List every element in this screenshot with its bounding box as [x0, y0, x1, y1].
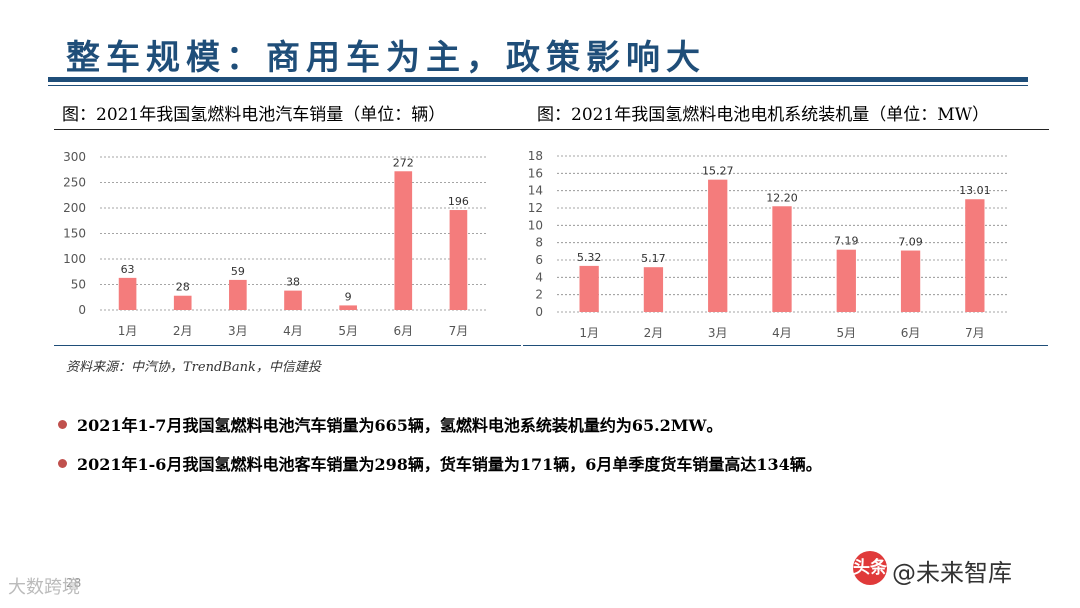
- title-rule: [48, 77, 1028, 82]
- bar: [173, 295, 192, 310]
- bar: [708, 179, 728, 312]
- x-tick-label: 4月: [283, 324, 303, 338]
- left-chart-caption: 图：2021年我国氢燃料电池汽车销量（单位：辆）: [62, 105, 446, 125]
- x-tick-label: 5月: [338, 324, 358, 338]
- source-note: 资料来源：中汽协，TrendBank，中信建投: [66, 360, 321, 375]
- y-tick-label: 14: [528, 184, 543, 198]
- y-tick-label: 100: [63, 252, 86, 266]
- bar: [643, 267, 664, 312]
- watermark-right: @未来智库: [892, 559, 1012, 587]
- right-chart-caption: 图：2021年我国氢燃料电池电机系统装机量（单位：MW）: [537, 105, 990, 125]
- bar: [284, 290, 302, 310]
- bullet-item: 2021年1-6月我国氢燃料电池客车销量为298辆，货车销量为171辆，6月单季…: [58, 451, 822, 475]
- y-tick-label: 18: [528, 149, 543, 163]
- data-label: 28: [176, 281, 190, 294]
- data-label: 15.27: [702, 165, 734, 178]
- x-tick-label: 2月: [644, 326, 664, 340]
- bullet-dot-icon: [58, 459, 67, 468]
- page-number: 28: [66, 576, 82, 590]
- data-label: 12.20: [766, 191, 798, 204]
- bar: [394, 171, 413, 310]
- data-label: 7.19: [834, 235, 859, 248]
- x-tick-label: 3月: [228, 324, 248, 338]
- bar: [449, 210, 468, 310]
- watermark-left: 大数跨境: [8, 577, 80, 598]
- y-tick-label: 16: [528, 166, 543, 180]
- bar: [836, 249, 856, 312]
- y-tick-label: 2: [535, 288, 543, 302]
- bar: [965, 199, 985, 312]
- x-tick-label: 4月: [772, 326, 792, 340]
- y-tick-label: 300: [63, 150, 86, 164]
- chart-divider-left: [54, 345, 521, 346]
- installed-capacity-bar-chart: 0 2 4 6 8 10 12 14 16 18 5.32 1月 5.17 2月 15.27 3月 12.20 4…: [523, 140, 1048, 345]
- x-tick-label: 5月: [836, 326, 856, 340]
- bullet-text: 2021年1-7月我国氢燃料电池汽车销量为665辆，氢燃料电池系统装机量约为65…: [77, 416, 723, 435]
- toutiao-logo-icon: 头条: [853, 551, 887, 585]
- bar: [118, 277, 137, 310]
- bar: [772, 206, 792, 312]
- x-tick-label: 6月: [393, 324, 413, 338]
- y-tick-label: 8: [535, 236, 543, 250]
- x-tick-label: 2月: [173, 324, 193, 338]
- data-label: 272: [393, 156, 414, 169]
- y-tick-label: 10: [528, 218, 543, 232]
- x-tick-label: 3月: [708, 326, 728, 340]
- x-tick-label: 1月: [118, 324, 138, 338]
- data-label: 5.32: [577, 251, 602, 264]
- bar: [339, 305, 357, 310]
- y-tick-label: 150: [63, 227, 86, 241]
- x-tick-label: 7月: [965, 326, 985, 340]
- y-tick-label: 200: [63, 201, 86, 215]
- slide-title: 整车规模：商用车为主，政策影响大: [66, 38, 706, 78]
- x-tick-label: 1月: [579, 326, 599, 340]
- bullet-item: 2021年1-7月我国氢燃料电池汽车销量为665辆，氢燃料电池系统装机量约为65…: [58, 412, 723, 436]
- data-label: 63: [121, 263, 135, 276]
- data-label: 13.01: [959, 184, 991, 197]
- y-tick-label: 50: [71, 278, 86, 292]
- bar: [900, 250, 921, 312]
- y-tick-label: 0: [78, 303, 86, 317]
- bar: [579, 265, 599, 312]
- bullet-dot-icon: [58, 420, 67, 429]
- y-tick-label: 12: [528, 201, 543, 215]
- x-tick-label: 6月: [901, 326, 921, 340]
- bullet-text: 2021年1-6月我国氢燃料电池客车销量为298辆，货车销量为171辆，6月单季…: [77, 455, 822, 474]
- data-label: 196: [448, 195, 469, 208]
- y-tick-label: 4: [535, 270, 543, 284]
- chart-divider-right: [523, 345, 1048, 346]
- data-label: 9: [345, 290, 352, 303]
- data-label: 5.17: [641, 252, 666, 265]
- title-rule-thin: [48, 85, 1028, 86]
- x-tick-label: 7月: [449, 324, 469, 338]
- data-label: 38: [286, 276, 300, 289]
- data-label: 7.09: [898, 236, 923, 249]
- caption-divider: [54, 129, 1049, 130]
- y-tick-label: 6: [535, 253, 543, 267]
- sales-bar-chart: 0 50 100 150 200 250 300 63 1月 28 2月 59 3月 38 4月 9 5月 272…: [54, 140, 521, 345]
- data-label: 59: [231, 265, 245, 278]
- y-tick-label: 0: [535, 305, 543, 319]
- bar: [229, 279, 247, 310]
- y-tick-label: 250: [63, 176, 86, 190]
